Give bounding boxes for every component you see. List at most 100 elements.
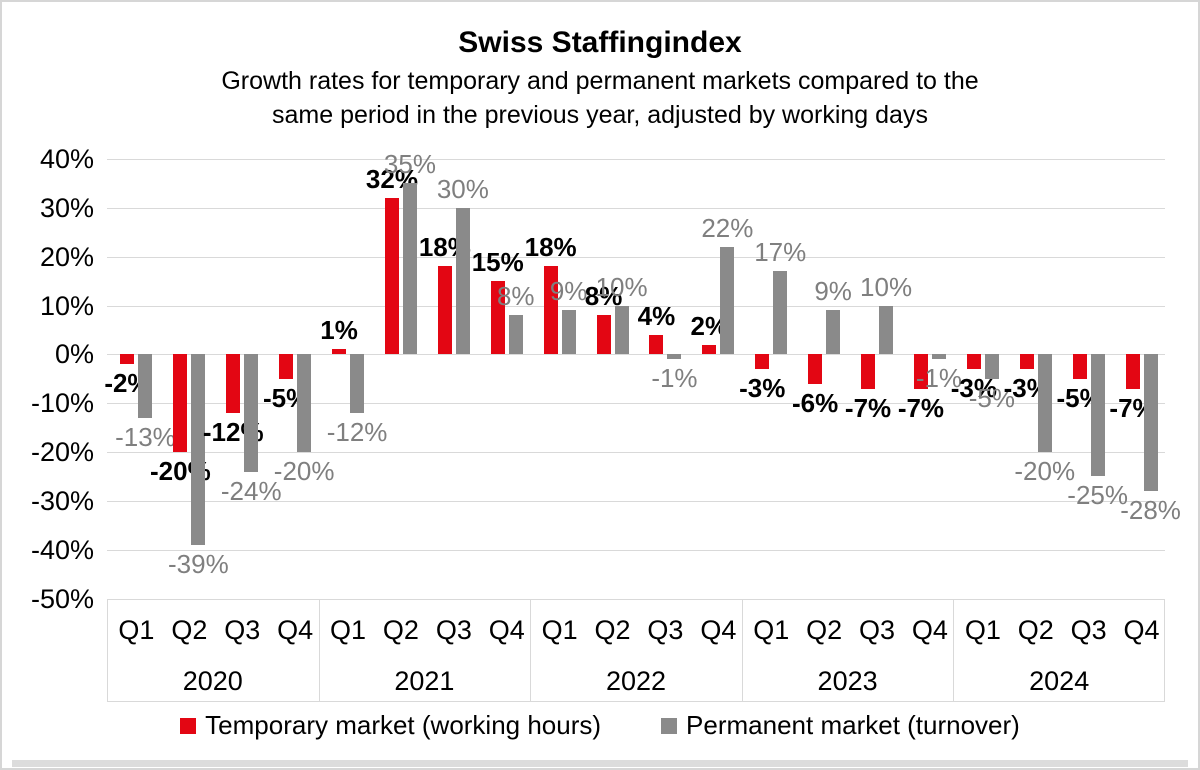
y-axis-tick-label: 30%	[39, 192, 94, 223]
x-axis-year-label: 2022	[605, 666, 667, 696]
permanent-value-label: -1%	[915, 363, 963, 394]
x-axis-quarter-label: Q2	[171, 615, 208, 645]
permanent-market-bar	[1037, 354, 1052, 452]
permanent-value-label: -1%	[651, 363, 698, 394]
permanent-market-bar	[826, 310, 841, 355]
permanent-value-label: 9%	[549, 276, 588, 307]
temporary-value-label: 15%	[471, 247, 524, 278]
permanent-market-bar	[455, 207, 470, 355]
permanent-market-bar	[508, 315, 523, 355]
temporary-value-label: -7%	[844, 392, 892, 423]
x-axis-quarter-label: Q2	[382, 615, 419, 645]
legend-label-temporary: Temporary market (working hours)	[205, 710, 602, 740]
permanent-market-bar	[879, 305, 894, 355]
permanent-market-swatch-icon	[661, 717, 678, 734]
grid-line	[107, 256, 1165, 258]
temporary-market-bar	[808, 354, 823, 384]
temporary-market-bar	[649, 334, 664, 355]
permanent-market-bar	[984, 354, 999, 379]
temporary-market-bar	[1072, 354, 1087, 379]
temporary-market-bar	[702, 344, 717, 355]
y-axis-tick-label: -10%	[30, 388, 94, 419]
permanent-market-bar	[614, 305, 629, 355]
x-axis-quarter-label: Q3	[859, 615, 896, 645]
permanent-market-bar	[350, 354, 365, 413]
x-axis-quarter-label: Q4	[277, 615, 314, 645]
temporary-market-bar	[913, 354, 928, 389]
permanent-value-label: -25%	[1067, 480, 1128, 511]
temporary-market-bar	[332, 349, 347, 355]
permanent-market-bar	[667, 354, 682, 360]
grid-line	[107, 549, 1165, 551]
permanent-value-label: -5%	[968, 382, 1015, 413]
temporary-market-bar	[279, 354, 294, 379]
permanent-value-label: -12%	[326, 416, 388, 447]
y-axis-tick-label: -20%	[30, 437, 94, 467]
x-axis-quarter-label: Q1	[330, 615, 367, 645]
grid-line	[107, 207, 1165, 209]
chart-subtitle-line-2: same period in the previous year, adjust…	[272, 101, 928, 129]
temporary-value-label: -7%	[897, 392, 945, 423]
y-axis-tick-label: 0%	[54, 339, 94, 370]
grid-line	[107, 403, 1165, 405]
temporary-market-bar	[173, 354, 188, 452]
year-divider	[953, 599, 955, 702]
permanent-market-bar	[191, 354, 206, 545]
legend-label-permanent: Permanent market (turnover)	[686, 710, 1020, 740]
temporary-value-label: -3%	[739, 372, 786, 403]
temporary-market-bar	[120, 354, 135, 365]
x-axis-year-label: 2024	[1029, 666, 1090, 696]
grid-line	[107, 305, 1165, 307]
year-divider	[530, 599, 532, 702]
grid-line	[107, 500, 1165, 502]
x-axis-quarter-label: Q4	[1123, 615, 1160, 645]
permanent-value-label: 10%	[595, 271, 648, 302]
y-axis-tick-label: -50%	[30, 583, 94, 614]
temporary-market-swatch-icon	[180, 717, 197, 734]
permanent-market-bar	[561, 310, 576, 355]
permanent-market-bar	[720, 246, 735, 355]
x-axis-quarter-label: Q1	[753, 615, 790, 645]
permanent-value-label: 17%	[754, 237, 807, 268]
temporary-value-label: 18%	[524, 232, 577, 263]
temporary-value-label: -6%	[792, 387, 839, 418]
temporary-value-label: 1%	[320, 315, 358, 346]
permanent-market-bar	[138, 354, 153, 418]
grid-line	[107, 452, 1165, 453]
permanent-value-label: 22%	[701, 212, 754, 243]
temporary-market-bar	[543, 266, 558, 355]
x-axis-quarter-label: Q1	[541, 615, 578, 645]
permanent-market-bar	[931, 354, 946, 360]
x-axis-quarter-label: Q1	[118, 615, 155, 645]
x-axis-year-label: 2021	[394, 666, 455, 696]
permanent-value-label: 9%	[814, 276, 852, 307]
y-axis-tick-label: -30%	[30, 485, 94, 516]
year-divider	[318, 599, 320, 702]
permanent-value-label: 8%	[496, 281, 535, 312]
x-axis-quarter-label: Q3	[647, 615, 684, 645]
x-axis-quarter-label: Q4	[488, 615, 525, 645]
permanent-value-label: -13%	[115, 421, 176, 452]
temporary-market-bar	[966, 354, 981, 369]
permanent-value-label: -39%	[167, 548, 229, 579]
permanent-value-label: -28%	[1120, 495, 1181, 526]
y-axis-tick-label: 10%	[39, 290, 94, 321]
permanent-market-bar	[402, 183, 417, 355]
x-axis-quarter-label: Q3	[224, 615, 261, 645]
chart-subtitle: Growth rates for temporary and permanent…	[2, 64, 1198, 132]
temporary-market-bar	[755, 354, 770, 369]
temporary-market-bar	[226, 354, 241, 413]
x-axis-year-label: 2020	[182, 666, 243, 696]
bottom-strip	[12, 760, 1188, 767]
permanent-value-label: 30%	[436, 173, 489, 204]
x-axis-quarter-label: Q2	[806, 615, 843, 645]
permanent-market-bar	[773, 271, 788, 355]
temporary-market-bar	[490, 281, 505, 355]
year-divider	[741, 599, 743, 702]
grid-line	[107, 159, 1165, 160]
permanent-value-label: 10%	[860, 271, 913, 302]
temporary-value-label: 4%	[637, 300, 676, 331]
x-axis-quarter-label: Q3	[435, 615, 472, 645]
temporary-market-bar	[1125, 354, 1140, 389]
